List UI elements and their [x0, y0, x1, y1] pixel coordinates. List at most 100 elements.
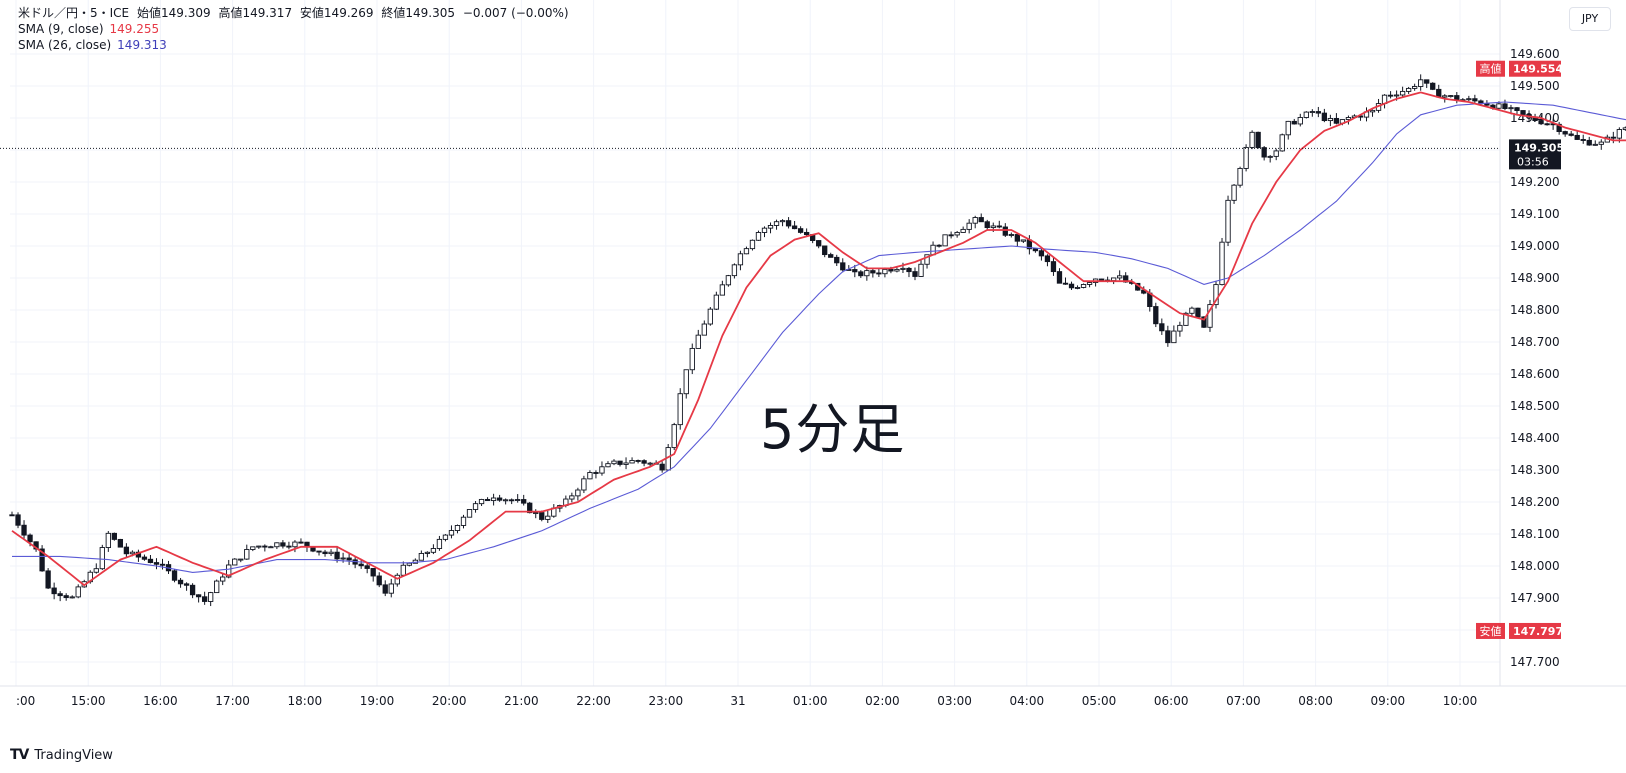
- candle: [1056, 268, 1063, 284]
- candle-body-up: [1622, 127, 1626, 130]
- candle: [21, 520, 27, 539]
- candle-body-up: [755, 232, 762, 241]
- candle-body-up: [864, 270, 870, 277]
- candle: [328, 549, 334, 557]
- candle-body-up: [1399, 90, 1406, 96]
- candle-body-up: [328, 551, 334, 555]
- time-tick-label: 16:00: [143, 694, 178, 708]
- symbol-label[interactable]: 米ドル／円・5・ICE: [18, 6, 130, 20]
- candle: [635, 459, 641, 464]
- price-tick-label: 148.700: [1510, 335, 1560, 349]
- candle: [177, 577, 184, 588]
- price-tick-label: 149.200: [1510, 175, 1560, 189]
- candle-body-down: [1002, 226, 1008, 236]
- candle: [509, 498, 515, 505]
- price-tick-label: 148.500: [1510, 399, 1560, 413]
- price-tick-label: 148.400: [1510, 431, 1560, 445]
- candle-body-up: [882, 268, 888, 275]
- candle: [1092, 278, 1099, 287]
- candle: [641, 459, 647, 467]
- candle: [15, 512, 21, 529]
- candle-body-up: [340, 557, 346, 560]
- candle: [629, 457, 635, 464]
- candle: [677, 388, 683, 430]
- candle: [484, 497, 491, 502]
- candle-body-down: [1153, 306, 1159, 325]
- sma9-legend[interactable]: SMA (9, close) 149.255: [18, 21, 573, 37]
- candle-body-up: [581, 478, 587, 491]
- candle-body-up: [515, 499, 521, 501]
- candle-body-down: [370, 568, 376, 577]
- candle-body-down: [641, 460, 647, 464]
- time-tick-label: 23:00: [649, 694, 684, 708]
- candle-body-up: [972, 217, 978, 224]
- candle: [623, 457, 629, 470]
- candle-body-up: [1243, 146, 1249, 169]
- candle-body-up: [1237, 167, 1243, 186]
- price-tick-label: 148.800: [1510, 303, 1560, 317]
- candle: [1333, 113, 1340, 125]
- candle: [1249, 130, 1255, 150]
- candle: [840, 258, 846, 273]
- candle-body-down: [117, 538, 124, 548]
- candle-body-up: [274, 542, 280, 548]
- candle-body-up: [924, 254, 930, 265]
- candle: [611, 459, 617, 466]
- currency-button[interactable]: JPY: [1569, 7, 1611, 31]
- candle-body-up: [707, 308, 713, 325]
- sma26-legend[interactable]: SMA (26, close) 149.313: [18, 37, 573, 53]
- candle-body-up: [448, 530, 455, 536]
- sma26-line: [12, 101, 1626, 573]
- candle-body-up: [490, 497, 497, 502]
- candle-body-up: [900, 267, 906, 270]
- candle-body-up: [1285, 120, 1291, 136]
- sma9-line: [11, 91, 1626, 587]
- candle-body-up: [1008, 234, 1014, 236]
- candle-body-down: [141, 556, 148, 560]
- candle: [1285, 120, 1291, 140]
- candle-body-down: [45, 570, 51, 589]
- candle: [286, 541, 292, 550]
- candle: [659, 461, 665, 473]
- candle: [569, 492, 575, 503]
- candle-body-down: [1514, 107, 1520, 111]
- time-tick-label: 17:00: [215, 694, 250, 708]
- time-tick-label: 03:00: [937, 694, 972, 708]
- close-label: 終値: [381, 6, 406, 20]
- candle-body-up: [960, 228, 966, 233]
- candle: [117, 538, 124, 548]
- candle: [1580, 134, 1586, 144]
- candle-body-down: [840, 262, 846, 271]
- candle: [1586, 136, 1592, 146]
- candle: [1369, 109, 1376, 117]
- candle-body-up: [400, 564, 406, 576]
- price-tick-label: 148.600: [1510, 367, 1560, 381]
- tradingview-logo[interactable]: TV TradingView: [10, 747, 113, 763]
- candle: [1062, 277, 1069, 285]
- tradingview-logo-text: TradingView: [34, 747, 113, 763]
- candle: [1321, 108, 1328, 123]
- candle-body-up: [99, 547, 105, 570]
- candle: [1622, 126, 1626, 131]
- candle: [262, 544, 268, 552]
- price-tick-label: 147.900: [1510, 591, 1560, 605]
- time-axis[interactable]: :00 15:00 16:00 17:00 18:00 19:00 20:00 21:00 22…: [16, 694, 1477, 708]
- candles: [9, 74, 1626, 607]
- candle: [478, 498, 485, 506]
- candle: [852, 264, 858, 278]
- candle-body-up: [69, 596, 75, 599]
- candle: [388, 578, 394, 598]
- candle: [515, 494, 521, 503]
- low-price-badge-value: 147.797: [1513, 625, 1563, 638]
- high-price-badge: 高値 149.554: [1476, 60, 1563, 77]
- candle-body-up: [1369, 109, 1376, 113]
- candle-body-down: [617, 460, 623, 465]
- candle: [1598, 139, 1604, 150]
- candle: [123, 543, 130, 558]
- candle-body-up: [1303, 111, 1309, 118]
- candle-body-up: [1080, 283, 1087, 288]
- candle: [683, 369, 689, 399]
- candle: [394, 573, 400, 587]
- candle-body-down: [936, 244, 942, 247]
